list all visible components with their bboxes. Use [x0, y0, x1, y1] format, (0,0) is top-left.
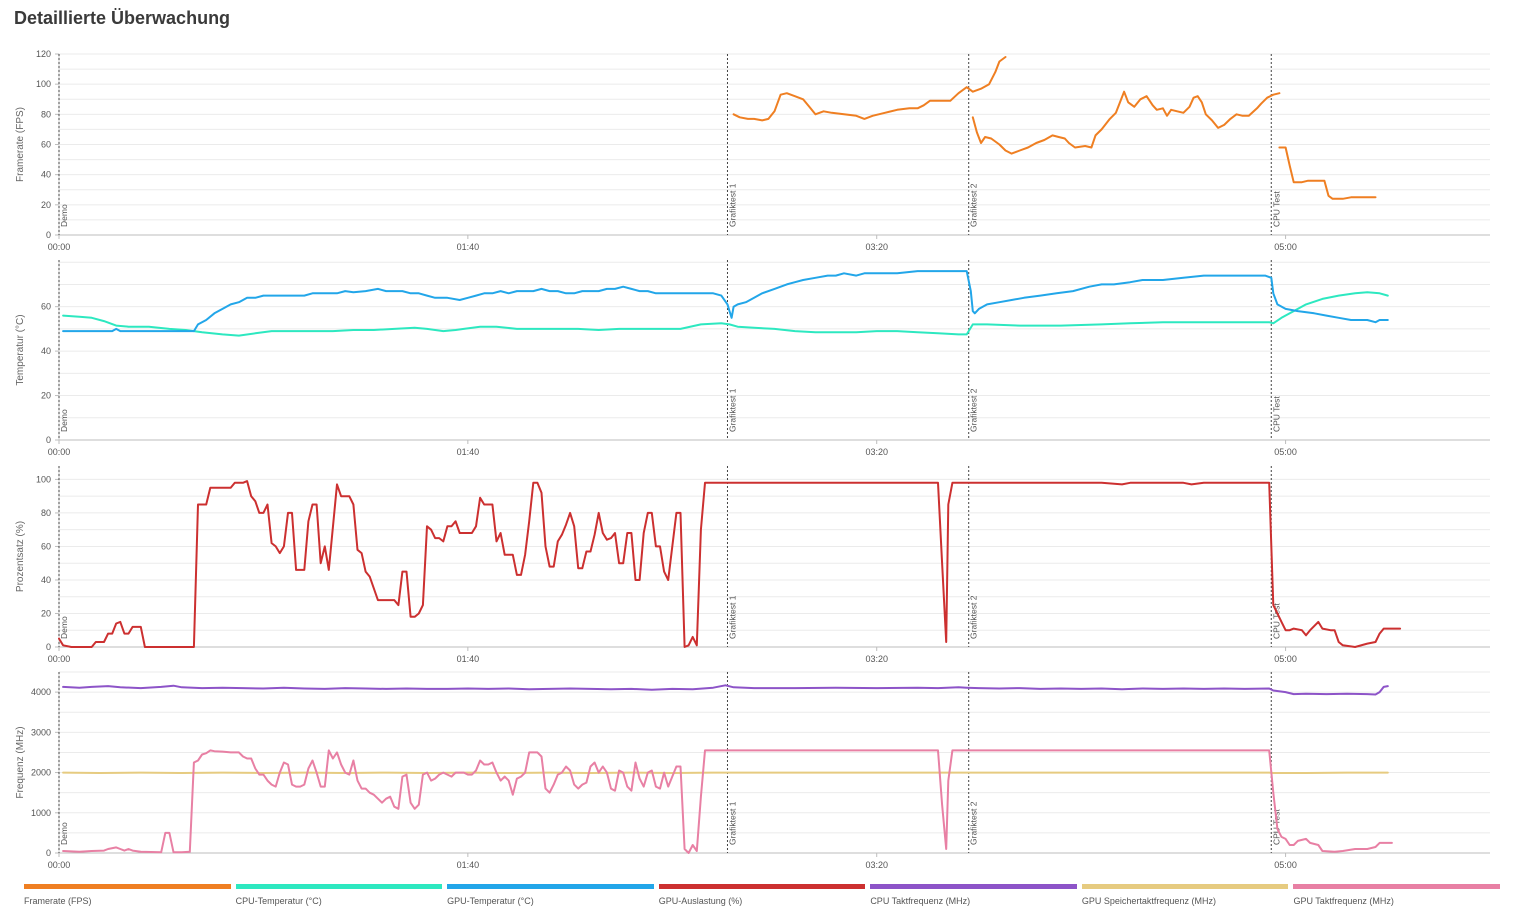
legend: Framerate (FPS) CPU-Temperatur (°C) GPU-Te… [24, 884, 1501, 906]
chart-panel-4: 0 1000 2000 3000 4000 00:00 01:40 03:20 05:00 Fre… [15, 671, 1490, 870]
y-tick-label: 20 [41, 200, 51, 210]
phase-marker-label: Grafiktest 2 [969, 388, 979, 432]
series-line-gpu_load [58, 480, 1402, 648]
chart-panel-3: 0 20 40 60 80 100 00:00 01:40 03:20 05:00 Prozents… [15, 466, 1490, 664]
phase-marker-label: Grafiktest 2 [969, 183, 979, 227]
y-axis-label: Temperatur (°C) [15, 314, 26, 385]
legend-item-gpu_mem_clock[interactable]: GPU Speichertaktfrequenz (MHz) [1081, 884, 1289, 906]
legend-label: GPU Speichertaktfrequenz (MHz) [1081, 896, 1216, 906]
y-tick-label: 0 [46, 848, 51, 858]
series-line-fps [732, 56, 1007, 122]
x-tick-label: 00:00 [48, 654, 71, 664]
legend-item-gpu_temp[interactable]: GPU-Temperatur (°C) [447, 884, 654, 906]
x-tick-label: 03:20 [865, 860, 888, 870]
phase-marker-label: Demo [59, 822, 69, 845]
x-tick-label: 00:00 [48, 242, 71, 252]
legend-label: GPU-Temperatur (°C) [447, 896, 534, 906]
phase-marker-label: CPU Test [1271, 396, 1281, 432]
x-tick-label: 01:40 [457, 860, 480, 870]
series-line-cpu_clock [62, 684, 1389, 696]
y-tick-label: 100 [36, 79, 51, 89]
y-axis-label: Frequenz (MHz) [15, 726, 26, 798]
legend-item-gpu_load[interactable]: GPU-Auslastung (%) [658, 884, 866, 906]
phase-marker-label: Grafiktest 1 [727, 183, 737, 227]
y-tick-label: 100 [36, 474, 51, 484]
y-tick-label: 40 [41, 575, 51, 585]
x-tick-label: 00:00 [48, 860, 71, 870]
y-tick-label: 120 [36, 49, 51, 59]
x-tick-label: 01:40 [457, 447, 480, 457]
legend-item-fps[interactable]: Framerate (FPS) [24, 884, 231, 906]
page-title: Detaillierte Überwachung [14, 8, 231, 28]
legend-label: GPU-Auslastung (%) [658, 896, 743, 906]
x-tick-label: 01:40 [457, 654, 480, 664]
x-tick-label: 03:20 [865, 447, 888, 457]
charts-area: 0 20 40 60 80 100 120 00:00 01:40 03:20 05:00 Frame… [15, 49, 1490, 870]
legend-item-gpu_clock[interactable]: GPU Taktfrequenz (MHz) [1293, 884, 1501, 906]
series-line-gpu_clock [62, 749, 1393, 854]
legend-item-cpu_temp[interactable]: CPU-Temperatur (°C) [235, 884, 443, 906]
series-line-fps [971, 90, 1281, 155]
x-tick-label: 03:20 [865, 242, 888, 252]
y-axis-label: Framerate (FPS) [15, 107, 26, 182]
series-line-gpu_temp [62, 270, 1389, 333]
legend-swatch [235, 884, 443, 889]
legend-swatch [658, 884, 866, 889]
legend-label: CPU Taktfrequenz (MHz) [870, 896, 971, 906]
legend-label: GPU Taktfrequenz (MHz) [1293, 896, 1394, 906]
legend-swatch [1081, 884, 1289, 889]
x-tick-label: 05:00 [1274, 860, 1297, 870]
phase-marker-label: Grafiktest 2 [969, 595, 979, 639]
legend-label: Framerate (FPS) [24, 896, 92, 906]
chart-panel-1: 0 20 40 60 80 100 120 00:00 01:40 03:20 05:00 Frame… [15, 49, 1490, 252]
phase-marker-label: Grafiktest 2 [969, 801, 979, 845]
x-tick-label: 03:20 [865, 654, 888, 664]
phase-marker-label: Demo [59, 409, 69, 432]
y-tick-label: 40 [41, 170, 51, 180]
phase-marker-label: Grafiktest 1 [727, 388, 737, 432]
y-tick-label: 40 [41, 346, 51, 356]
y-tick-label: 20 [41, 608, 51, 618]
x-tick-label: 05:00 [1274, 447, 1297, 457]
series-line-cpu_temp [62, 291, 1389, 337]
phase-marker-label: Demo [59, 616, 69, 639]
x-tick-label: 05:00 [1274, 654, 1297, 664]
y-tick-label: 0 [46, 230, 51, 240]
legend-swatch [447, 884, 654, 889]
y-tick-label: 2000 [31, 768, 51, 778]
y-tick-label: 60 [41, 541, 51, 551]
series-line-fps [1278, 146, 1377, 200]
phase-marker-label: CPU Test [1271, 191, 1281, 227]
y-tick-label: 4000 [31, 687, 51, 697]
x-tick-label: 00:00 [48, 447, 71, 457]
x-tick-label: 05:00 [1274, 242, 1297, 252]
y-tick-label: 60 [41, 302, 51, 312]
y-tick-label: 20 [41, 391, 51, 401]
phase-marker-label: Grafiktest 1 [727, 801, 737, 845]
x-tick-label: 01:40 [457, 242, 480, 252]
y-axis-label: Prozentsatz (%) [15, 521, 26, 592]
phase-marker-label: Grafiktest 1 [727, 595, 737, 639]
phase-marker-label: CPU Test [1271, 603, 1281, 639]
y-tick-label: 0 [46, 435, 51, 445]
y-tick-label: 0 [46, 642, 51, 652]
y-tick-label: 1000 [31, 808, 51, 818]
chart-panel-2: 0 20 40 60 00:00 01:40 03:20 05:00 Temperatur (°… [15, 260, 1490, 457]
y-tick-label: 80 [41, 109, 51, 119]
phase-marker-label: Demo [59, 204, 69, 227]
legend-item-cpu_clock[interactable]: CPU Taktfrequenz (MHz) [870, 884, 1077, 906]
legend-label: CPU-Temperatur (°C) [235, 896, 322, 906]
y-tick-label: 80 [41, 508, 51, 518]
legend-swatch [870, 884, 1077, 889]
legend-swatch [24, 884, 231, 889]
y-tick-label: 60 [41, 140, 51, 150]
legend-swatch [1293, 884, 1501, 889]
y-tick-label: 3000 [31, 727, 51, 737]
